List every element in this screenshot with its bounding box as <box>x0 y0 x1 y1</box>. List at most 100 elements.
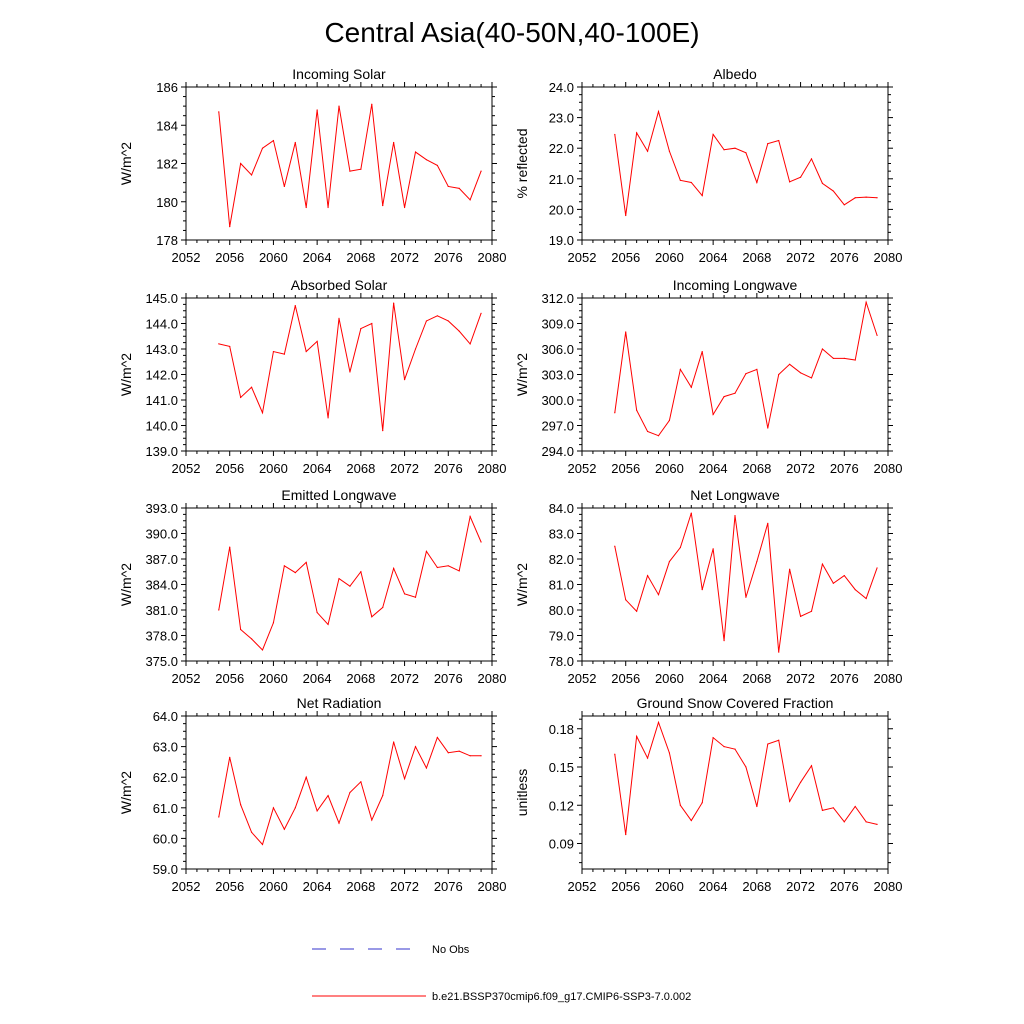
data-point <box>316 340 318 342</box>
y-tick-label: 306.0 <box>541 342 574 357</box>
x-tick-label: 2060 <box>655 671 684 686</box>
data-point <box>261 412 264 414</box>
y-tick-label: 0.12 <box>549 798 574 813</box>
y-tick-label: 21.0 <box>549 172 574 187</box>
data-point <box>414 151 417 153</box>
data-point <box>393 741 395 743</box>
y-tick-label: 23.0 <box>549 111 574 126</box>
data-point <box>756 181 758 184</box>
data-point <box>458 330 460 332</box>
data-point <box>690 512 692 514</box>
data-point <box>701 195 703 197</box>
y-tick-label: 22.0 <box>549 141 574 156</box>
data-point <box>723 746 725 748</box>
data-point <box>229 756 231 758</box>
x-tick-label: 2052 <box>172 250 201 265</box>
data-point <box>854 197 856 199</box>
x-tick-label: 2068 <box>346 250 375 265</box>
y-tick-label: 378.0 <box>145 629 178 644</box>
y-tick-label: 64.0 <box>153 709 178 724</box>
x-tick-label: 2060 <box>259 461 288 476</box>
data-point <box>382 430 384 432</box>
y-tick-label: 0.09 <box>549 837 574 852</box>
y-tick-label: 59.0 <box>153 862 178 877</box>
y-tick-label: 186 <box>156 80 178 95</box>
series-line <box>218 514 482 651</box>
data-point <box>865 301 867 303</box>
data-point <box>338 105 340 107</box>
legend-model-label: b.e21.BSSP370cmip6.f09_g17.CMIP6-SSP3-7.… <box>432 991 691 1003</box>
data-point <box>403 379 406 381</box>
data-point <box>436 164 438 167</box>
data-point <box>371 322 373 325</box>
y-tick-label: 375.0 <box>145 654 178 669</box>
data-point <box>767 743 769 745</box>
data-point <box>403 206 406 209</box>
y-tick-label: 309.0 <box>541 317 574 332</box>
series-line <box>218 104 482 227</box>
data-point <box>821 182 824 184</box>
data-point <box>712 548 714 550</box>
legend: No Obs b.e21.BSSP370cmip6.f09_g17.CMIP6-… <box>312 944 691 1003</box>
y-axis-label: W/m^2 <box>514 353 530 396</box>
data-point <box>679 804 681 806</box>
data-point <box>436 736 438 739</box>
x-tick-label: 2056 <box>215 879 244 894</box>
data-point <box>723 396 725 398</box>
data-point <box>272 622 275 624</box>
x-tick-label: 2064 <box>699 461 728 476</box>
data-point <box>734 147 736 149</box>
x-tick-label: 2072 <box>786 461 815 476</box>
x-tick-label: 2056 <box>611 461 640 476</box>
data-point <box>668 150 671 152</box>
x-tick-label: 2072 <box>786 879 815 894</box>
data-point <box>240 628 242 631</box>
panel-title: Emitted Longwave <box>281 487 396 503</box>
x-tick-label: 2068 <box>346 879 375 894</box>
data-point <box>229 546 231 548</box>
panel-title: Albedo <box>713 66 757 82</box>
y-tick-label: 79.0 <box>549 629 574 644</box>
data-point <box>436 566 438 569</box>
panel-2: Albedo % reflected 2052 2056 2060 2064 2068 207… <box>514 66 902 265</box>
data-point <box>636 132 638 134</box>
data-point <box>425 320 428 322</box>
data-point <box>469 515 471 518</box>
data-point <box>734 748 736 750</box>
x-tick-label: 2056 <box>215 250 244 265</box>
data-point <box>250 386 253 388</box>
x-tick-label: 2068 <box>742 671 771 686</box>
x-tick-label: 2072 <box>390 461 419 476</box>
data-point <box>349 791 351 794</box>
y-tick-label: 144.0 <box>145 317 178 332</box>
y-tick-label: 303.0 <box>541 368 574 383</box>
data-point <box>756 368 758 370</box>
data-point <box>799 372 802 374</box>
data-point <box>316 810 318 812</box>
series-line <box>218 736 482 846</box>
data-point <box>250 638 253 640</box>
panel-6: Net Longwave W/m^2 2052 2056 2060 2064 2068 207… <box>514 487 902 686</box>
data-point <box>360 328 362 330</box>
data-point <box>745 596 747 598</box>
data-point <box>349 371 351 373</box>
data-point <box>810 158 813 160</box>
data-point <box>480 755 482 757</box>
data-point <box>327 417 329 419</box>
x-tick-label: 2072 <box>390 671 419 686</box>
x-tick-label: 2080 <box>478 879 507 894</box>
data-point <box>393 567 395 569</box>
x-tick-label: 2080 <box>874 250 903 265</box>
main-title: Central Asia(40-50N,40-100E) <box>324 17 699 48</box>
y-tick-label: 381.0 <box>145 603 178 618</box>
y-tick-label: 83.0 <box>549 527 574 542</box>
data-point <box>745 766 747 768</box>
data-point <box>646 430 649 433</box>
data-point <box>657 435 660 437</box>
data-point <box>250 174 253 176</box>
data-point <box>712 737 714 739</box>
x-tick-label: 2056 <box>215 671 244 686</box>
x-tick-label: 2060 <box>655 250 684 265</box>
x-tick-label: 2080 <box>478 461 507 476</box>
x-tick-label: 2052 <box>172 671 201 686</box>
